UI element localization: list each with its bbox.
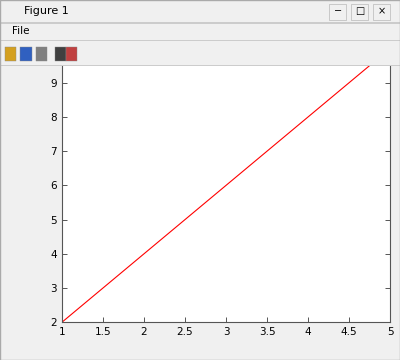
Text: ×: × (378, 6, 386, 16)
Text: Figure 1: Figure 1 (24, 6, 69, 16)
Text: File: File (12, 27, 30, 36)
Text: −: − (334, 6, 342, 16)
Text: □: □ (355, 6, 364, 16)
